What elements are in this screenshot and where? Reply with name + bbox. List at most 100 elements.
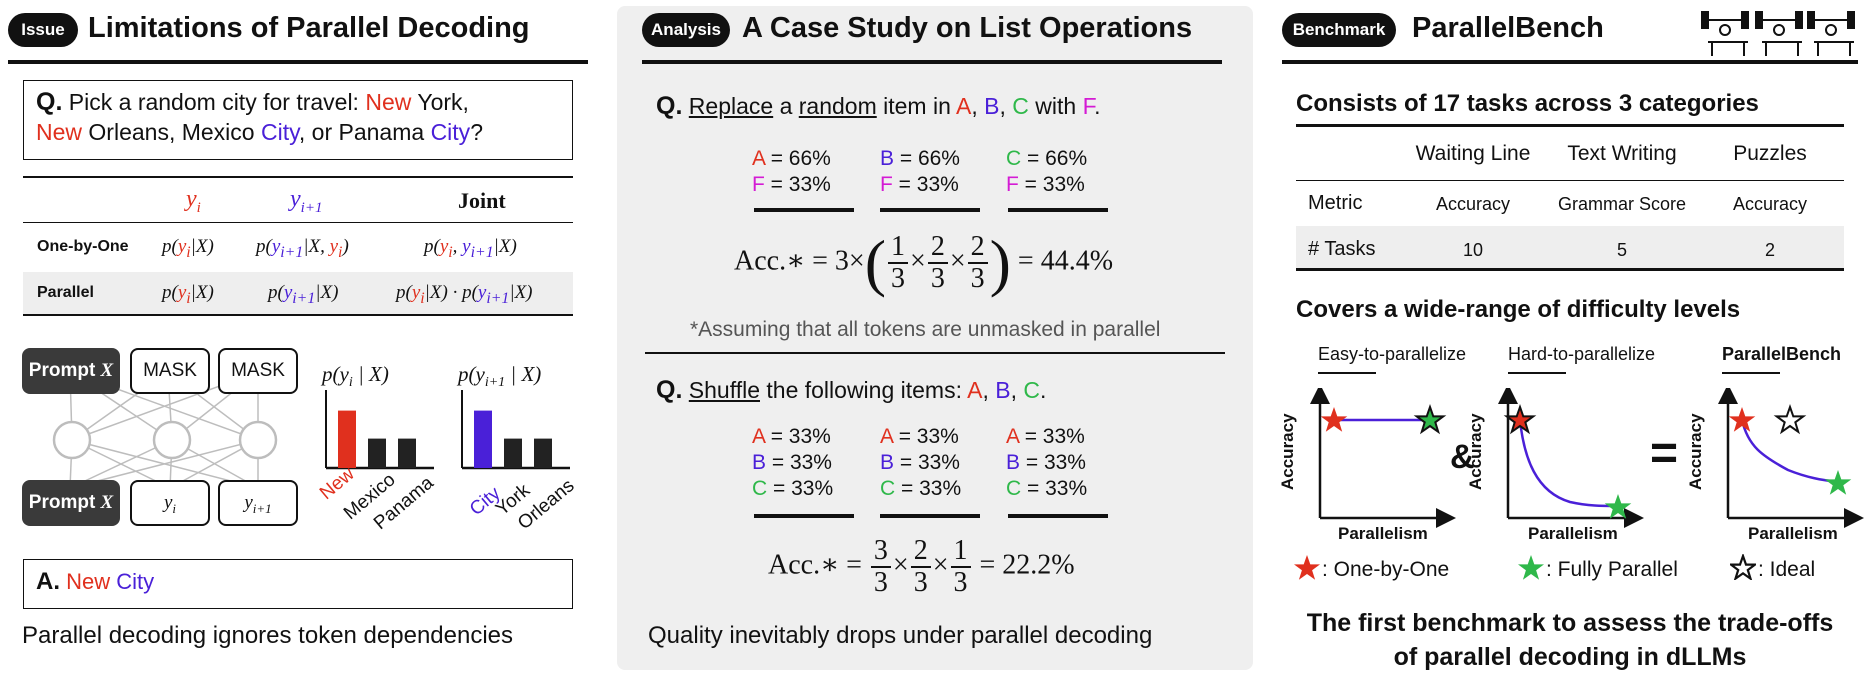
- question-replace: Q. Replace a random item in A, B, C with…: [656, 92, 1101, 120]
- q2-stat-group: A = 33% B = 33% C = 33%: [1006, 425, 1088, 500]
- table-top-rule: [23, 176, 573, 178]
- table-cell: Accuracy: [1732, 194, 1808, 214]
- accuracy-formula-1: Acc.∗ = 3×(1 3 × 2 3 × 2 3) = 44.4%: [734, 227, 1114, 298]
- cell-par-yi1: p(yi+1|X): [268, 282, 339, 307]
- tasks-row-bg: [1296, 226, 1844, 268]
- prompt-node-bottom: Prompt X: [22, 480, 120, 526]
- bar-chart-right-title: p(yi+1 | X): [458, 362, 542, 391]
- mask-node-1: MASK: [130, 348, 210, 394]
- green-star-icon: [1824, 470, 1852, 495]
- mini-title-hard: Hard-to-parallelize: [1508, 344, 1656, 364]
- table3-top-rule: [1296, 124, 1844, 127]
- header-yi1: yi+1: [290, 186, 323, 216]
- question-text: York,: [411, 89, 469, 115]
- mini-plot-hard: [1498, 388, 1644, 528]
- mask-node-2: MASK: [218, 348, 298, 394]
- mini-ylabel: Accuracy: [1686, 413, 1705, 490]
- mini-title-easy: Easy-to-parallelize: [1318, 344, 1467, 364]
- answer-word-new: New: [66, 569, 111, 594]
- accuracy-formula-2: Acc.∗ = 3 3 × 2 3 × 1 3 = 22.2%: [768, 535, 1075, 598]
- col-header: Puzzles: [1733, 142, 1807, 165]
- bar: [368, 438, 386, 468]
- answer-box: A. New City: [23, 559, 573, 609]
- parallel-row-bg: [23, 272, 573, 314]
- outline-star-icon: [1730, 554, 1756, 580]
- bar: [338, 410, 356, 468]
- bar: [504, 438, 522, 468]
- q2-stat-rule: [880, 514, 980, 518]
- mini-title-underline: [1318, 372, 1376, 374]
- mini-plot-parallelbench: [1718, 388, 1864, 528]
- green-star-icon: [1416, 407, 1444, 432]
- mini-title-underline: [1722, 372, 1780, 374]
- benchmark-press-icon: [1701, 11, 1855, 56]
- prompt-node-top: Prompt X: [22, 348, 120, 394]
- green-star-icon: [1518, 555, 1544, 580]
- q1-stat-group: C = 66% F = 33%: [1006, 147, 1088, 196]
- question-prefix: Q.: [36, 88, 63, 116]
- outline-star-icon: [1503, 403, 1537, 435]
- hidden-node: [52, 420, 92, 460]
- mini-xlabel: Parallelism: [1338, 524, 1428, 543]
- red-star-icon: [1294, 555, 1320, 580]
- panel2-title-rule: [642, 60, 1222, 64]
- row-label-one-by-one: One-by-One: [37, 238, 129, 255]
- table3-bottom-rule: [1296, 268, 1844, 271]
- cell-par-yi: p(yi|X): [162, 282, 214, 307]
- footnote: *Assuming that all tokens are unmasked i…: [690, 318, 1161, 341]
- q2-stat-group: A = 33% B = 33% C = 33%: [752, 425, 834, 500]
- cell-obo-joint: p(yi, yi+1|X): [424, 236, 517, 261]
- q2-stat-rule: [754, 514, 854, 518]
- outline-star-icon: [1413, 403, 1447, 435]
- panel1-caption: Parallel decoding ignores token dependen…: [22, 622, 514, 649]
- q2-stat-rule: [1008, 514, 1108, 518]
- row-label: Metric: [1308, 192, 1363, 214]
- benchmark-badge: Benchmark: [1282, 13, 1396, 47]
- bar: [534, 438, 552, 468]
- green-star-icon: [1604, 494, 1632, 519]
- red-star-icon: [1728, 407, 1756, 432]
- mini-plot-easy: [1310, 388, 1456, 528]
- panel2-divider: [645, 352, 1225, 354]
- mini-title-parallelbench: ParallelBench: [1722, 344, 1842, 364]
- col-header: Text Writing: [1567, 142, 1677, 165]
- equals-sign: =: [1650, 427, 1679, 480]
- ampersand: &: [1450, 438, 1475, 476]
- q1-stat-rule: [1008, 208, 1108, 212]
- issue-badge: Issue: [8, 13, 78, 47]
- table-cell: 5: [1616, 240, 1627, 260]
- answer-word-city: City: [116, 569, 155, 594]
- answer-prefix: A.: [36, 568, 60, 595]
- panel3-caption: The first benchmark to assess the trade-…: [1306, 609, 1834, 671]
- bar: [398, 438, 416, 468]
- hidden-node: [152, 420, 192, 460]
- hidden-node: [238, 420, 278, 460]
- col-header: Waiting Line: [1415, 142, 1531, 165]
- question-text: ?: [470, 119, 483, 145]
- panel2-title: A Case Study on List Operations: [742, 12, 1193, 44]
- bar-chart-left: [325, 390, 434, 470]
- legend-label: : Fully Parallel: [1546, 558, 1678, 581]
- mini-xlabel: Parallelism: [1748, 524, 1838, 543]
- question-city-2: City: [430, 119, 471, 145]
- bar-chart-right: [461, 390, 570, 470]
- outline-star-icon: [1773, 403, 1807, 435]
- cell-obo-yi1: p(yi+1|X, yi): [256, 236, 349, 261]
- mini-title-underline: [1508, 372, 1566, 374]
- question-text: , or Panama: [298, 119, 431, 145]
- row-label: # Tasks: [1308, 238, 1376, 260]
- q1-stat-rule: [880, 208, 980, 212]
- panel3-title-rule: [1282, 60, 1858, 64]
- subtitle-tasks: Consists of 17 tasks across 3 categories: [1296, 90, 1759, 117]
- cell-obo-yi: p(yi|X): [162, 236, 214, 261]
- red-star-icon: [1506, 407, 1534, 432]
- question-new-1: New: [365, 89, 412, 115]
- header-joint: Joint: [458, 188, 506, 213]
- legend-label: : One-by-One: [1322, 558, 1450, 581]
- table-cell: Accuracy: [1435, 194, 1511, 214]
- question-city-1: City: [260, 119, 299, 145]
- question-text: Orleans, Mexico: [82, 119, 261, 145]
- mini-xlabel: Parallelism: [1528, 524, 1618, 543]
- panel2-background: [617, 6, 1253, 670]
- cell-par-joint: p(yi|X) · p(yi+1|X): [396, 282, 533, 307]
